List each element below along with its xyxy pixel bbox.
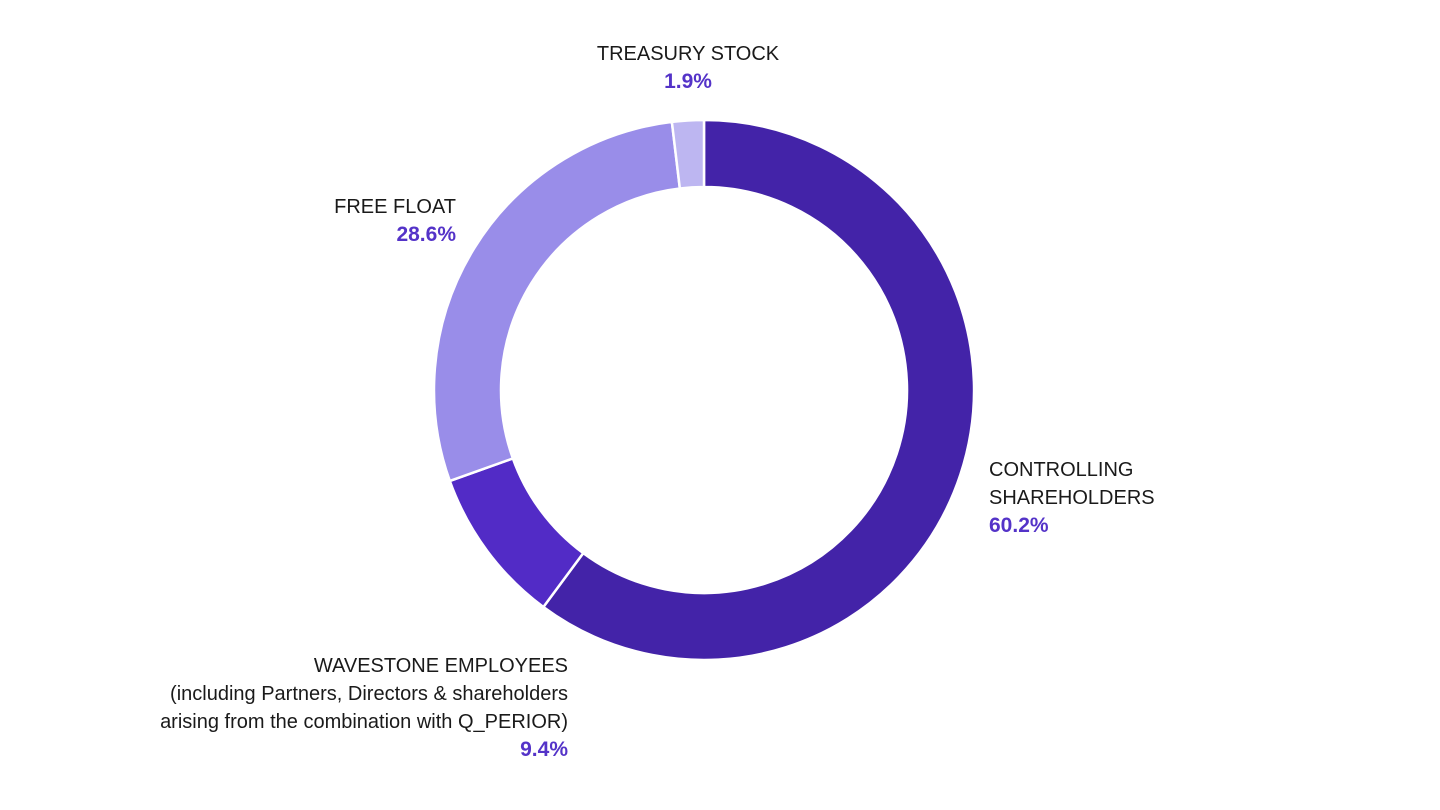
free-float-value: 28.6% xyxy=(396,223,456,246)
slice-treasury-stock xyxy=(670,118,706,190)
wavestone-employees-name-line-3: arising from the combination with Q_PERI… xyxy=(160,711,568,733)
treasury-stock-name: TREASURY STOCK xyxy=(596,43,780,65)
slice-controlling-shareholders xyxy=(541,118,976,662)
wavestone-employees-name-line-2: (including Partners, Directors & shareho… xyxy=(170,683,568,705)
wavestone-employees-name-line-1: WAVESTONE EMPLOYEES xyxy=(313,655,568,677)
controlling-shareholders-name-line-1: CONTROLLING xyxy=(989,459,1134,481)
free-float-name: FREE FLOAT xyxy=(334,196,456,218)
wavestone-employees-value: 9.4% xyxy=(520,738,568,761)
controlling-shareholders-label: CONTROLLING SHAREHOLDERS 60.2% xyxy=(989,456,1155,540)
controlling-shareholders-name-line-2: SHAREHOLDERS xyxy=(989,487,1155,509)
free-float-label: FREE FLOAT 28.6% xyxy=(334,193,456,249)
controlling-shareholders-value: 60.2% xyxy=(989,514,1049,537)
treasury-stock-value: 1.9% xyxy=(664,70,712,93)
slice-free-float xyxy=(432,120,682,483)
wavestone-employees-label: WAVESTONE EMPLOYEES (including Partners,… xyxy=(160,652,568,764)
treasury-stock-label: TREASURY STOCK 1.9% xyxy=(0,40,1376,96)
